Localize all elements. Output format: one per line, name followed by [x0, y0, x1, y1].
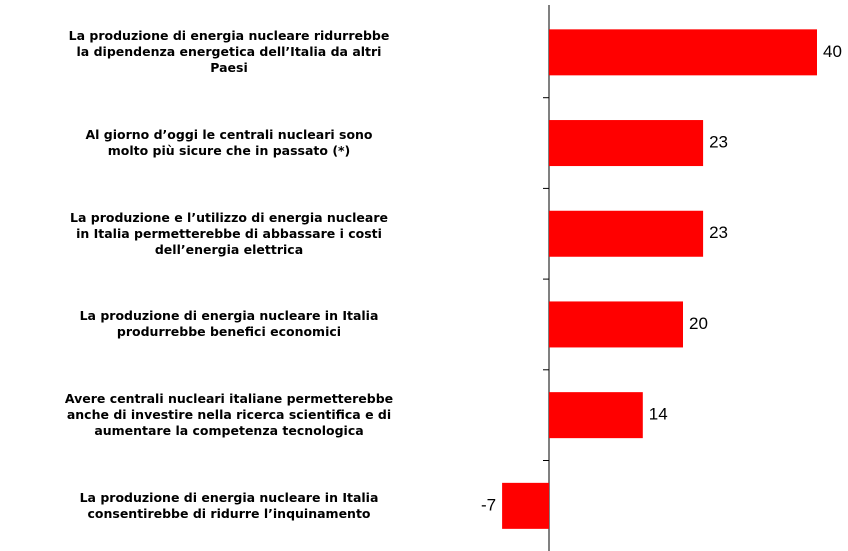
value-label: 23 — [709, 223, 728, 242]
category-label: Al giorno d’oggi le centrali nucleari so… — [85, 127, 373, 159]
category-label: La produzione di energia nucleare in Ita… — [79, 308, 379, 340]
bar — [549, 29, 817, 76]
bar — [549, 210, 704, 257]
category-label: La produzione di energia nucleare ridurr… — [68, 28, 390, 76]
value-label: 20 — [689, 314, 708, 333]
value-label: 40 — [823, 42, 842, 61]
bar — [549, 120, 704, 167]
value-label: -7 — [481, 495, 496, 514]
value-label: 23 — [709, 133, 728, 152]
bar — [502, 482, 549, 529]
bar — [549, 301, 683, 348]
category-label: Avere centrali nucleari italiane permett… — [64, 391, 394, 439]
category-label: La produzione di energia nucleare in Ita… — [79, 489, 379, 521]
bar — [549, 392, 643, 439]
value-label: 14 — [649, 405, 668, 424]
category-label: La produzione e l’utilizzo di energia nu… — [70, 209, 388, 257]
